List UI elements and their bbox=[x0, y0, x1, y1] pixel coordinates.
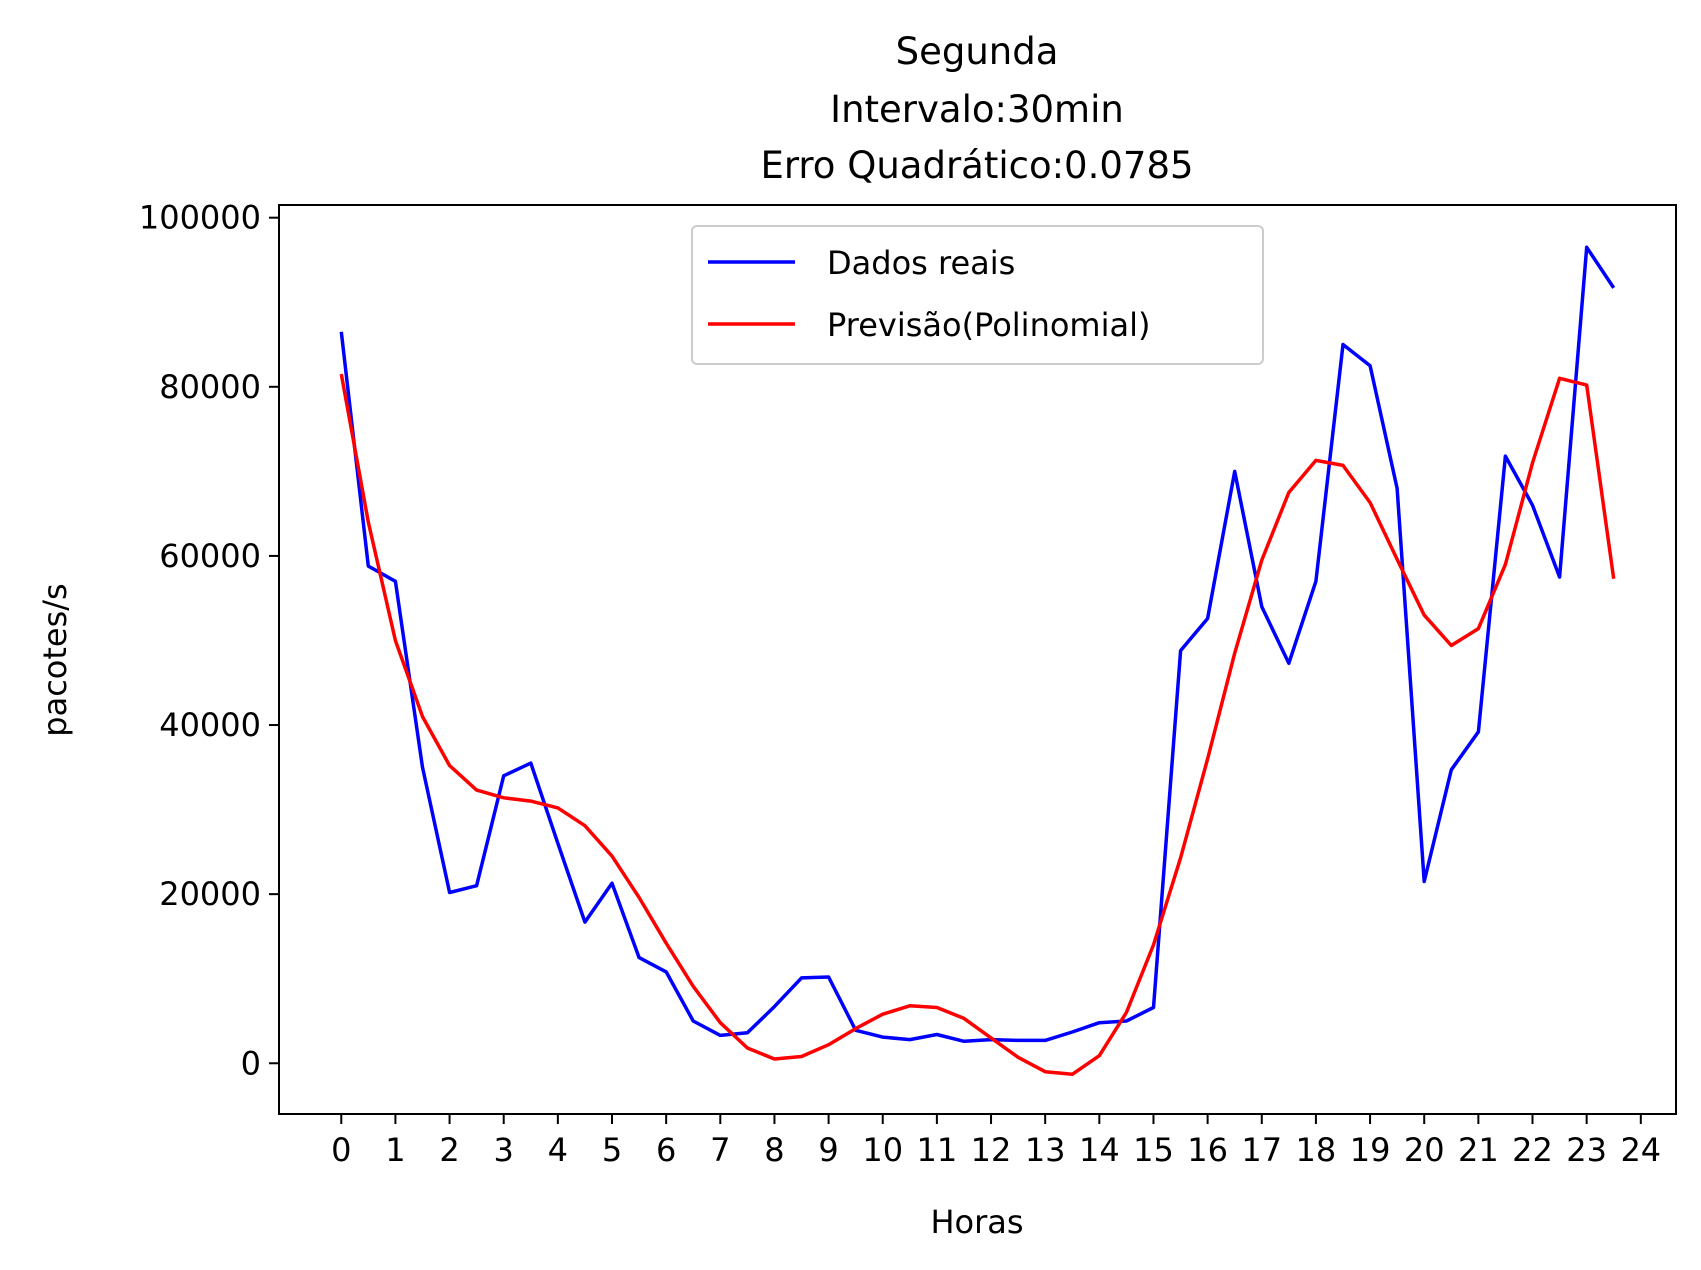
x-tick-label: 17 bbox=[1241, 1131, 1282, 1169]
x-tick-label: 13 bbox=[1025, 1131, 1066, 1169]
series-line-dados-reais bbox=[339, 245, 1616, 1044]
legend-box bbox=[691, 225, 1264, 365]
x-tick-label: 23 bbox=[1566, 1131, 1607, 1169]
x-tick-label: 3 bbox=[494, 1131, 514, 1169]
x-tick-label: 16 bbox=[1187, 1131, 1228, 1169]
x-tick-label: 14 bbox=[1079, 1131, 1120, 1169]
x-tick-label: 6 bbox=[656, 1131, 676, 1169]
x-tick-label: 24 bbox=[1620, 1131, 1661, 1169]
x-axis: 0 1 2 3 4 5 6 7 8 9 10 11 12 13 14 15 16 17 18 19 20 21 22 23 24 bbox=[331, 1114, 1661, 1169]
y-tick-label: 60000 bbox=[159, 537, 261, 575]
x-tick-label: 22 bbox=[1512, 1131, 1553, 1169]
x-tick-label: 10 bbox=[862, 1131, 903, 1169]
y-tick-label: 80000 bbox=[159, 368, 261, 406]
legend: Dados reais Previsão(Polinomial) bbox=[691, 225, 1264, 365]
plot-frame bbox=[278, 204, 1677, 1115]
x-tick-label: 2 bbox=[439, 1131, 459, 1169]
x-tick-label: 1 bbox=[385, 1131, 405, 1169]
x-tick-label: 11 bbox=[917, 1131, 958, 1169]
x-tick-label: 7 bbox=[710, 1131, 730, 1169]
series-layer bbox=[339, 245, 1616, 1077]
y-tick-label: 20000 bbox=[159, 875, 261, 913]
title-line-1: Segunda bbox=[896, 30, 1059, 73]
y-tick-label: 100000 bbox=[139, 199, 261, 237]
x-tick-label: 21 bbox=[1458, 1131, 1499, 1169]
series-line-previsao bbox=[339, 373, 1616, 1077]
chart-title: Segunda Intervalo:30min Erro Quadrático:… bbox=[760, 30, 1193, 187]
x-tick-label: 9 bbox=[818, 1131, 838, 1169]
y-axis-label: pacotes/s bbox=[36, 583, 74, 736]
x-tick-label: 0 bbox=[331, 1131, 351, 1169]
x-axis-label: Horas bbox=[930, 1203, 1023, 1241]
y-tick-label: 0 bbox=[241, 1044, 261, 1082]
x-tick-label: 15 bbox=[1133, 1131, 1174, 1169]
legend-label-dados-reais: Dados reais bbox=[827, 244, 1015, 282]
legend-label-previsao: Previsão(Polinomial) bbox=[827, 306, 1150, 344]
x-tick-label: 12 bbox=[971, 1131, 1012, 1169]
title-line-3: Erro Quadrático:0.0785 bbox=[760, 144, 1193, 187]
y-axis: 0 20000 40000 60000 80000 100000 bbox=[139, 199, 279, 1082]
x-tick-label: 8 bbox=[764, 1131, 784, 1169]
y-tick-label: 40000 bbox=[159, 706, 261, 744]
x-tick-label: 5 bbox=[602, 1131, 622, 1169]
x-tick-label: 19 bbox=[1350, 1131, 1391, 1169]
x-tick-label: 18 bbox=[1296, 1131, 1337, 1169]
x-tick-label: 20 bbox=[1404, 1131, 1445, 1169]
x-tick-label: 4 bbox=[548, 1131, 568, 1169]
title-line-2: Intervalo:30min bbox=[830, 88, 1124, 131]
